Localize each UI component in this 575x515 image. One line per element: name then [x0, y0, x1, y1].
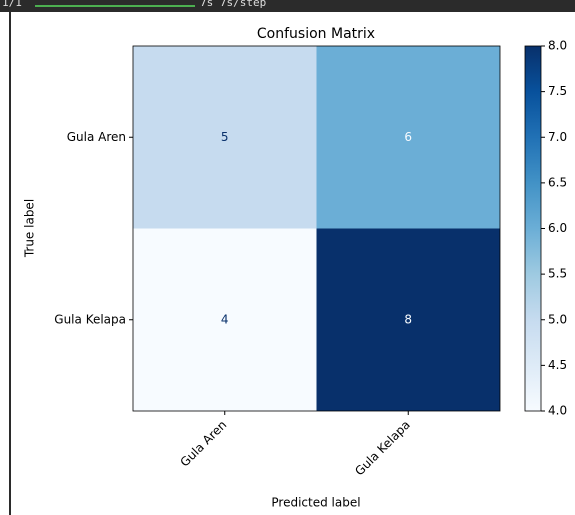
heatmap-cell: [133, 46, 317, 229]
colorbar-tick-label: 7.5: [548, 84, 567, 98]
heatmap-cell: [316, 228, 500, 411]
cell-label: 6: [404, 130, 412, 144]
cell-label: 5: [221, 130, 229, 144]
console-bar: [0, 0, 575, 12]
colorbar: [524, 45, 542, 412]
colorbar-tick-label: 6.0: [548, 221, 567, 235]
y-tick-label: Gula Kelapa: [54, 312, 126, 326]
colorbar-tick-label: 7.0: [548, 130, 567, 144]
y-axis-label: True label: [23, 199, 37, 258]
console-border: [9, 12, 11, 515]
cell-label: 4: [221, 312, 229, 326]
console-progress: 1/1: [2, 0, 22, 9]
colorbar-tick-label: 5.5: [548, 267, 567, 281]
chart-title: Confusion Matrix: [257, 26, 375, 42]
cell-label: 8: [404, 312, 412, 326]
console-timing: 7s 7s/step: [200, 0, 266, 9]
heatmap-cell: [133, 228, 317, 411]
colorbar-tick-label: 4.0: [548, 404, 567, 418]
x-axis-label: Predicted label: [271, 496, 360, 510]
plot-frame: [132, 45, 501, 412]
colorbar-tick-label: 6.5: [548, 175, 567, 189]
x-tick-label: Gula Aren: [178, 418, 230, 470]
y-tick-label: Gula Aren: [67, 130, 126, 144]
colorbar-tick-label: 4.5: [548, 358, 567, 372]
colorbar-tick-label: 8.0: [548, 39, 567, 53]
heatmap-cell: [316, 46, 500, 229]
colorbar-tick-label: 5.0: [548, 312, 567, 326]
x-tick-label: Gula Kelapa: [352, 418, 413, 479]
